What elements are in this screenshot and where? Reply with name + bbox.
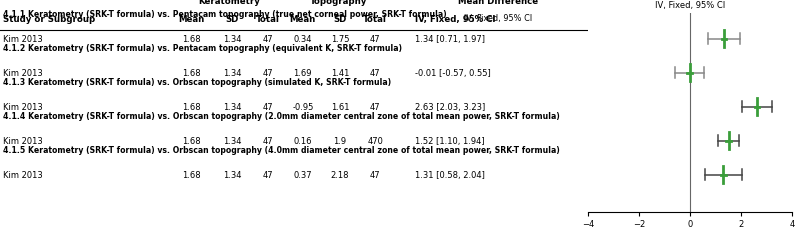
Text: 1.9: 1.9 [334,137,346,146]
Text: 1.34: 1.34 [223,137,242,146]
Text: 1.34: 1.34 [223,170,242,179]
Text: 1.68: 1.68 [182,69,201,78]
Text: Mean: Mean [290,15,316,24]
Text: IV, Fixed, 95% CI: IV, Fixed, 95% CI [414,15,495,24]
Text: 1.34: 1.34 [223,103,242,112]
Text: IV, Fixed, 95% CI: IV, Fixed, 95% CI [655,1,725,10]
Text: 0.37: 0.37 [294,170,312,179]
Text: Mean Difference: Mean Difference [458,0,538,6]
Text: Study or Subgroup: Study or Subgroup [3,15,95,24]
Text: Topography: Topography [310,0,368,6]
Text: 47: 47 [262,35,273,44]
Text: 1.34 [0.71, 1.97]: 1.34 [0.71, 1.97] [414,35,485,44]
Text: IV, Fixed, 95% CI: IV, Fixed, 95% CI [464,14,533,23]
Text: SD: SD [226,15,239,24]
Text: 1.34: 1.34 [223,35,242,44]
Text: 0.34: 0.34 [294,35,312,44]
Text: Kim 2013: Kim 2013 [3,69,42,78]
Text: 1.31 [0.58, 2.04]: 1.31 [0.58, 2.04] [414,170,485,179]
Text: 4.1.2 Keratometry (SRK-T formula) vs. Pentacam topography (equivalent K, SRK-T f: 4.1.2 Keratometry (SRK-T formula) vs. Pe… [3,44,402,53]
Text: 47: 47 [370,35,381,44]
Text: 2.18: 2.18 [330,170,349,179]
Text: 47: 47 [370,103,381,112]
Text: -0.01 [-0.57, 0.55]: -0.01 [-0.57, 0.55] [414,69,490,78]
Text: 1.52 [1.10, 1.94]: 1.52 [1.10, 1.94] [414,137,484,146]
Text: 1.75: 1.75 [330,35,349,44]
Text: 47: 47 [262,170,273,179]
Text: 1.61: 1.61 [330,103,349,112]
Text: 47: 47 [262,137,273,146]
Text: 1.69: 1.69 [294,69,312,78]
Text: 1.68: 1.68 [182,170,201,179]
Text: 1.68: 1.68 [182,103,201,112]
Text: Kim 2013: Kim 2013 [3,35,42,44]
Text: 1.68: 1.68 [182,137,201,146]
Text: Total: Total [256,15,279,24]
Text: Keratometry: Keratometry [198,0,260,6]
Text: 470: 470 [367,137,383,146]
Text: Kim 2013: Kim 2013 [3,137,42,146]
Text: Total: Total [363,15,387,24]
Text: 1.34: 1.34 [223,69,242,78]
Text: 1.41: 1.41 [330,69,349,78]
Text: 47: 47 [370,170,381,179]
Text: 4.1.3 Keratometry (SRK-T formula) vs. Orbscan topography (simulated K, SRK-T for: 4.1.3 Keratometry (SRK-T formula) vs. Or… [3,77,391,86]
Text: 2.63 [2.03, 3.23]: 2.63 [2.03, 3.23] [414,103,485,112]
Text: Kim 2013: Kim 2013 [3,103,42,112]
Text: Kim 2013: Kim 2013 [3,170,42,179]
Text: 47: 47 [262,103,273,112]
Text: 4.1.5 Keratometry (SRK-T formula) vs. Orbscan topography (4.0mm diameter central: 4.1.5 Keratometry (SRK-T formula) vs. Or… [3,145,560,154]
Text: 4.1.1 Keratometry (SRK-T formula) vs. Pentacam topography (true net corneal powe: 4.1.1 Keratometry (SRK-T formula) vs. Pe… [3,10,446,19]
Text: 47: 47 [262,69,273,78]
Text: SD: SD [333,15,346,24]
Text: -0.95: -0.95 [292,103,314,112]
Text: 0.16: 0.16 [294,137,312,146]
Text: 47: 47 [370,69,381,78]
Text: 1.68: 1.68 [182,35,201,44]
Text: 4.1.4 Keratometry (SRK-T formula) vs. Orbscan topography (2.0mm diameter central: 4.1.4 Keratometry (SRK-T formula) vs. Or… [3,111,560,120]
Text: Mean: Mean [178,15,204,24]
